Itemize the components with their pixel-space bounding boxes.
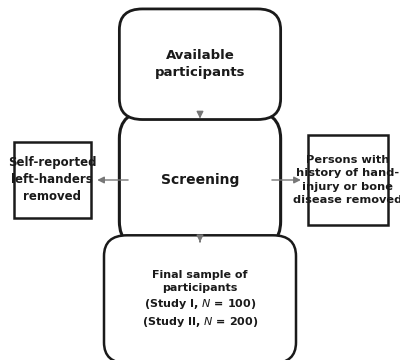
Text: Self-reported
left-handers
removed: Self-reported left-handers removed bbox=[8, 157, 96, 203]
Text: Final sample of
participants
(Study I, $N$ = 100)
(Study II, $N$ = 200): Final sample of participants (Study I, $… bbox=[142, 270, 258, 329]
Text: Available
participants: Available participants bbox=[155, 49, 245, 79]
FancyBboxPatch shape bbox=[308, 135, 388, 225]
Text: Persons with
history of hand-
injury or bone
disease removed: Persons with history of hand- injury or … bbox=[293, 155, 400, 205]
FancyBboxPatch shape bbox=[14, 142, 90, 218]
FancyBboxPatch shape bbox=[119, 111, 281, 249]
FancyBboxPatch shape bbox=[119, 9, 281, 120]
Text: Screening: Screening bbox=[161, 173, 239, 187]
FancyBboxPatch shape bbox=[104, 235, 296, 360]
